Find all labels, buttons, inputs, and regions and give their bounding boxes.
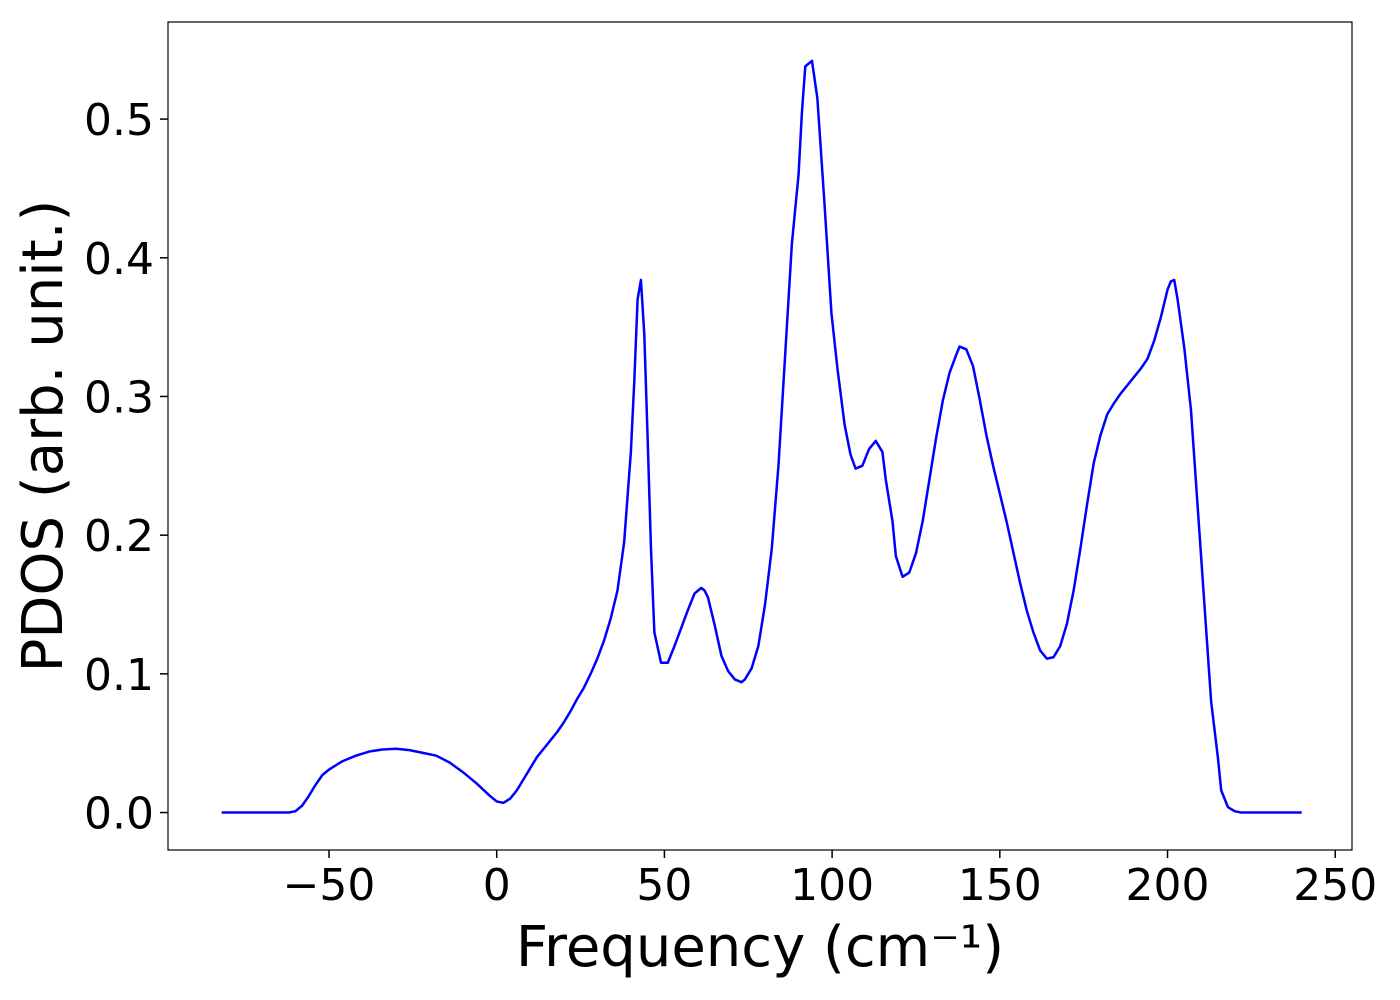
y-axis-label: PDOS (arb. unit.): [11, 200, 76, 673]
y-tick-label: 0.3: [84, 372, 154, 423]
y-tick-label: 0.4: [84, 234, 154, 285]
data-line: [221, 59, 1302, 814]
x-axis-label: Frequency (cm⁻¹): [516, 915, 1004, 980]
x-tick-label: 100: [790, 860, 874, 911]
x-tick-label: 0: [483, 860, 511, 911]
y-tick-label: 0.2: [84, 511, 154, 562]
y-tick-label: 0.0: [84, 789, 154, 840]
x-tick-label: 150: [958, 860, 1042, 911]
x-tick-label: 200: [1126, 860, 1210, 911]
plot-frame: [167, 21, 1353, 851]
x-tick-label: 250: [1293, 860, 1377, 911]
x-tick-label: 50: [636, 860, 692, 911]
x-tick-label: −50: [283, 860, 376, 911]
y-tick-label: 0.1: [84, 650, 154, 701]
y-tick-label: 0.5: [84, 95, 154, 146]
